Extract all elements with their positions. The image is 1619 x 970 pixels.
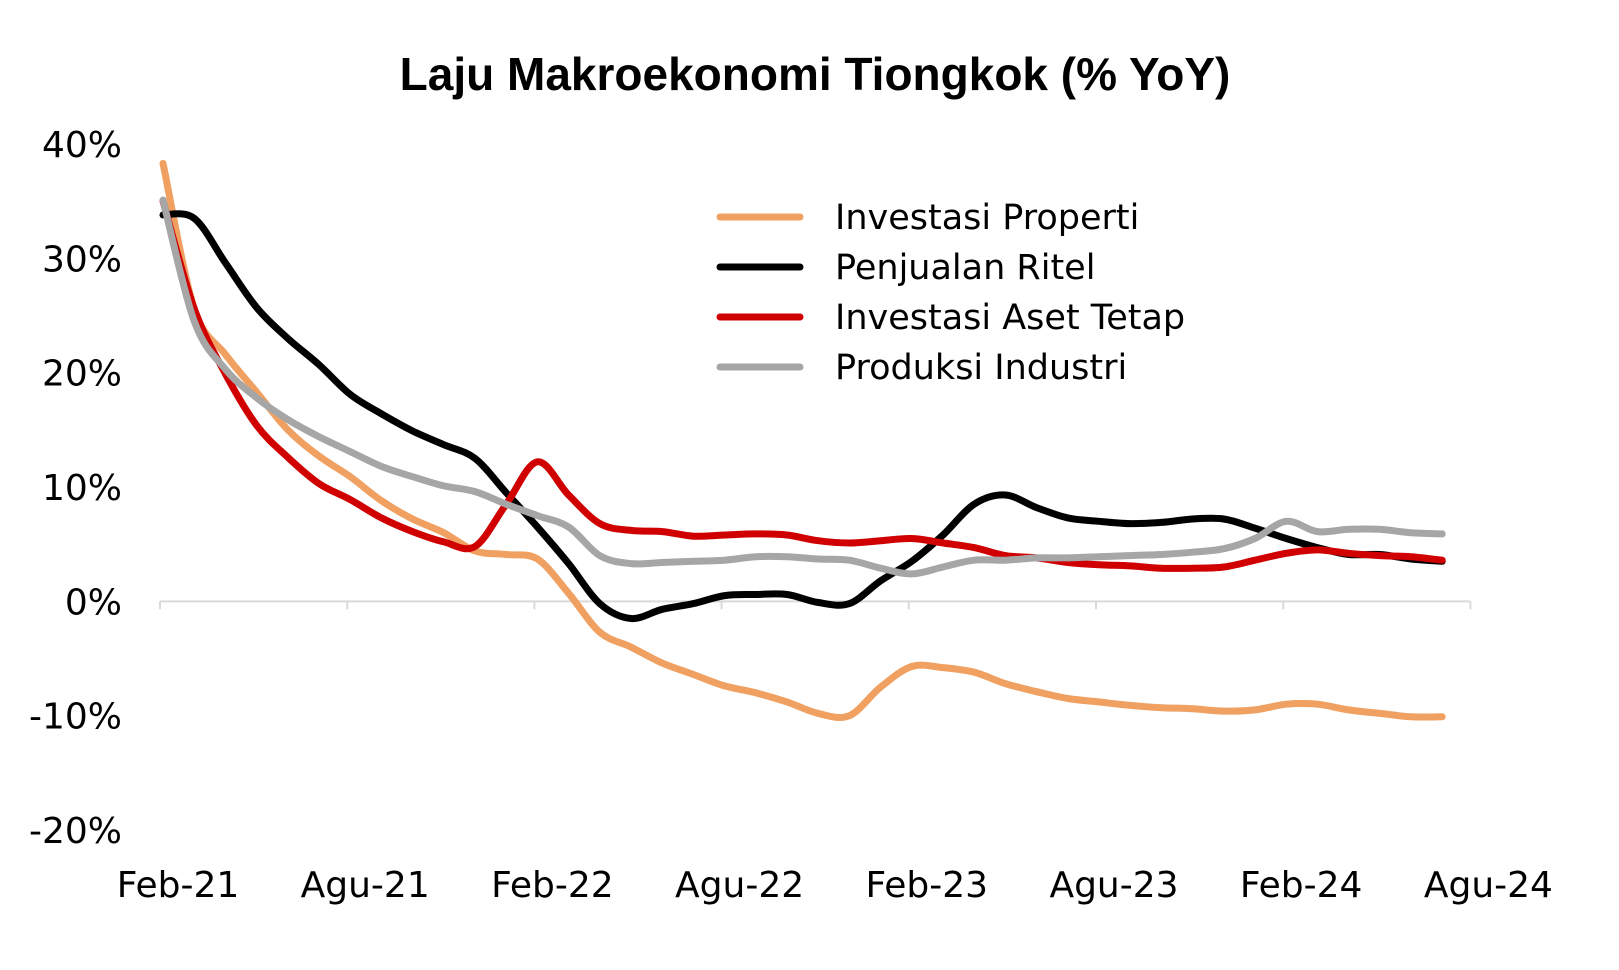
x-tick-label: Feb-22 — [491, 865, 614, 906]
y-tick-label: 10% — [42, 468, 122, 509]
y-axis-tick-labels: 40% 30% 20% 10% 0% -10% -20% — [29, 125, 122, 852]
chart-title: Laju Makroekonomi Tiongkok (% YoY) — [400, 48, 1231, 100]
x-tick-label: Feb-21 — [117, 865, 240, 906]
y-tick-label: -20% — [29, 811, 122, 852]
x-axis-tick-labels: Feb-21 Agu-21 Feb-22 Agu-22 Feb-23 Agu-23 Feb-… — [117, 865, 1553, 906]
y-tick-label: 20% — [42, 354, 122, 395]
legend-label-investasi-aset-tetap: Investasi Aset Tetap — [835, 298, 1185, 338]
x-tick-label: Feb-24 — [1240, 865, 1363, 906]
series-line-penjualan-ritel — [159, 210, 1446, 623]
legend-label-investasi-properti: Investasi Properti — [835, 198, 1139, 238]
x-axis-tick-marks — [159, 601, 1472, 610]
x-tick-label: Agu-23 — [1049, 865, 1178, 906]
legend-label-produksi-industri: Produksi Industri — [835, 348, 1127, 388]
series-lines — [159, 159, 1446, 721]
y-tick-label: 30% — [42, 239, 122, 280]
x-tick-label: Agu-24 — [1424, 865, 1553, 906]
y-tick-label: 40% — [42, 125, 122, 166]
legend: Investasi Properti Penjualan Ritel Investa… — [716, 198, 1185, 388]
y-tick-label: 0% — [65, 582, 122, 623]
x-tick-label: Feb-23 — [866, 865, 989, 906]
y-tick-label: -10% — [29, 697, 122, 738]
x-tick-label: Agu-21 — [301, 865, 430, 906]
x-tick-label: Agu-22 — [675, 865, 804, 906]
series-line-investasi-properti — [159, 159, 1446, 721]
series-line-investasi-aset-tetap — [159, 197, 1446, 572]
legend-label-penjualan-ritel: Penjualan Ritel — [835, 248, 1095, 288]
series-line-produksi-industri — [159, 196, 1446, 578]
